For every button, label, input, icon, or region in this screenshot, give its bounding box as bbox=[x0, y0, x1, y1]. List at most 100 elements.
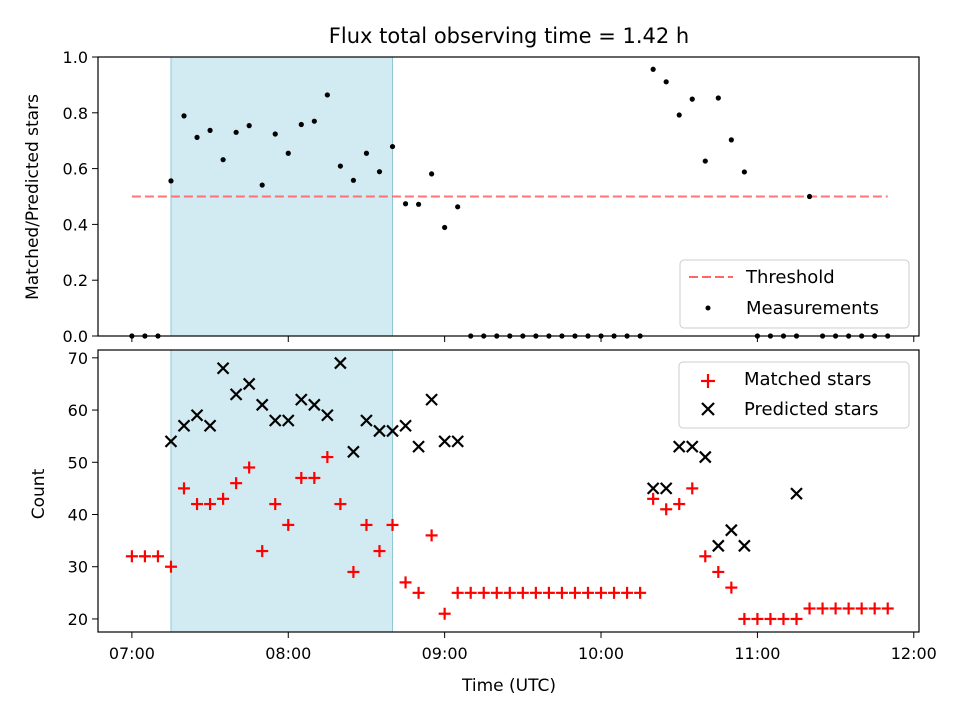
bottom-matched-point bbox=[803, 602, 816, 615]
bottom-matched-point bbox=[529, 586, 542, 599]
top-measurement-point bbox=[233, 129, 239, 135]
bottom-matched-point bbox=[673, 498, 686, 511]
bottom-matched-point bbox=[490, 586, 503, 599]
bottom-predicted-point bbox=[738, 539, 751, 553]
legend-predicted-swatch bbox=[701, 402, 715, 416]
top-panel: 0.0 0.2 0.4 0.6 0.8 1.0 Matched/Predicted sta… bbox=[23, 48, 920, 346]
bottom-plot-background bbox=[170, 349, 394, 633]
bottom-matched-point bbox=[477, 586, 490, 599]
top-plot-marks bbox=[129, 66, 891, 339]
bottom-y-tick-label: 50 bbox=[68, 453, 88, 472]
bottom-predicted-point bbox=[712, 539, 725, 553]
bottom-matched-point bbox=[751, 612, 764, 625]
bottom-matched-point bbox=[125, 550, 138, 563]
bottom-matched-point bbox=[621, 586, 634, 599]
bottom-shaded-span bbox=[170, 349, 394, 633]
bottom-matched-point bbox=[842, 602, 855, 615]
bottom-legend-frame bbox=[678, 361, 910, 429]
top-measurement-point bbox=[689, 96, 695, 102]
bottom-predicted-point bbox=[190, 408, 204, 422]
top-axes: 0.0 0.2 0.4 0.6 0.8 1.0 bbox=[63, 48, 920, 346]
bottom-matched-point bbox=[269, 498, 282, 511]
bottom-matched-point bbox=[647, 492, 660, 505]
top-y-tick-label: 0.4 bbox=[63, 215, 88, 234]
bottom-y-tick-label: 30 bbox=[68, 558, 88, 577]
bottom-matched-point bbox=[425, 529, 438, 542]
bottom-axes-frame bbox=[97, 349, 920, 633]
top-y-axis-label: Matched/Predicted stars bbox=[23, 94, 43, 300]
bottom-matched-point bbox=[321, 451, 334, 464]
bottom-predicted-point bbox=[425, 393, 438, 406]
bottom-matched-point bbox=[634, 586, 647, 599]
bottom-matched-point bbox=[438, 607, 451, 620]
top-measurement-point bbox=[194, 134, 200, 140]
bottom-predicted-point bbox=[334, 356, 347, 370]
bottom-predicted-point bbox=[360, 414, 373, 427]
top-measurement-point bbox=[402, 201, 409, 207]
top-y-tick-label: 0.8 bbox=[63, 104, 88, 123]
bottom-matched-point bbox=[399, 576, 412, 589]
bottom-x-tick-label: 12:00 bbox=[891, 644, 937, 663]
bottom-matched-point bbox=[516, 586, 529, 599]
bottom-predicted-point bbox=[672, 440, 686, 453]
top-y-tick-label: 0.2 bbox=[63, 271, 88, 290]
bottom-plot-marks bbox=[125, 356, 894, 625]
bottom-predicted-point bbox=[281, 414, 295, 427]
bottom-matched-point bbox=[243, 461, 256, 474]
legend-matched-swatch bbox=[701, 374, 715, 388]
bottom-predicted-point bbox=[255, 398, 269, 412]
top-y-tick-label: 1.0 bbox=[63, 48, 88, 67]
bottom-matched-point bbox=[386, 518, 399, 531]
bottom-matched-point bbox=[712, 565, 725, 578]
top-measurement-point bbox=[285, 150, 291, 156]
bottom-panel: 20 30 40 50 60 70 07:00 08:00 09:00 10:00 11:00 12:… bbox=[29, 349, 937, 696]
top-measurement-point bbox=[207, 127, 213, 133]
top-measurement-point bbox=[337, 163, 343, 169]
legend-measurements-swatch bbox=[705, 305, 711, 311]
bottom-y-tick-label: 20 bbox=[68, 610, 88, 629]
top-measurement-point bbox=[415, 201, 422, 207]
bottom-predicted-point bbox=[308, 398, 321, 412]
bottom-predicted-point bbox=[203, 419, 217, 433]
bottom-x-tick-label: 11:00 bbox=[734, 644, 780, 663]
bottom-matched-point bbox=[855, 602, 868, 615]
bottom-predicted-point bbox=[438, 435, 451, 448]
bottom-predicted-point bbox=[386, 424, 399, 438]
top-measurement-point bbox=[259, 182, 265, 188]
top-measurement-point bbox=[728, 137, 734, 143]
bottom-matched-point bbox=[738, 612, 751, 625]
bottom-predicted-point bbox=[268, 414, 282, 427]
bottom-matched-point bbox=[464, 586, 477, 599]
top-measurement-point bbox=[181, 113, 187, 119]
top-measurement-point bbox=[324, 92, 330, 98]
bottom-matched-point bbox=[829, 602, 842, 615]
bottom-matched-point bbox=[308, 471, 321, 484]
bottom-matched-point bbox=[373, 545, 386, 558]
bottom-matched-point bbox=[256, 545, 269, 558]
bottom-matched-point bbox=[412, 586, 425, 599]
top-legend: Threshold Measurements bbox=[679, 259, 910, 329]
bottom-matched-point bbox=[764, 612, 777, 625]
top-measurement-point bbox=[663, 79, 669, 85]
top-measurement-point bbox=[363, 150, 370, 156]
top-measurement-point bbox=[715, 95, 721, 101]
legend-threshold-label: Threshold bbox=[745, 267, 835, 288]
bottom-matched-point bbox=[334, 498, 347, 511]
top-measurement-point bbox=[442, 224, 448, 231]
bottom-matched-point bbox=[282, 518, 295, 531]
bottom-matched-point bbox=[217, 492, 230, 505]
top-measurement-point bbox=[650, 66, 656, 72]
bottom-predicted-point bbox=[216, 361, 230, 375]
bottom-predicted-point bbox=[373, 424, 386, 438]
bottom-x-tick-label: 07:00 bbox=[109, 644, 155, 663]
top-measurement-point bbox=[272, 131, 278, 137]
bottom-matched-point bbox=[568, 586, 581, 599]
bottom-predicted-point bbox=[399, 419, 412, 433]
bottom-predicted-point bbox=[685, 440, 699, 453]
top-measurement-point bbox=[676, 112, 682, 118]
top-measurement-point bbox=[246, 123, 252, 129]
top-measurement-point bbox=[702, 158, 708, 164]
bottom-y-tick-label: 40 bbox=[68, 506, 88, 525]
top-measurement-point bbox=[376, 169, 383, 175]
top-measurement-point bbox=[429, 171, 435, 177]
